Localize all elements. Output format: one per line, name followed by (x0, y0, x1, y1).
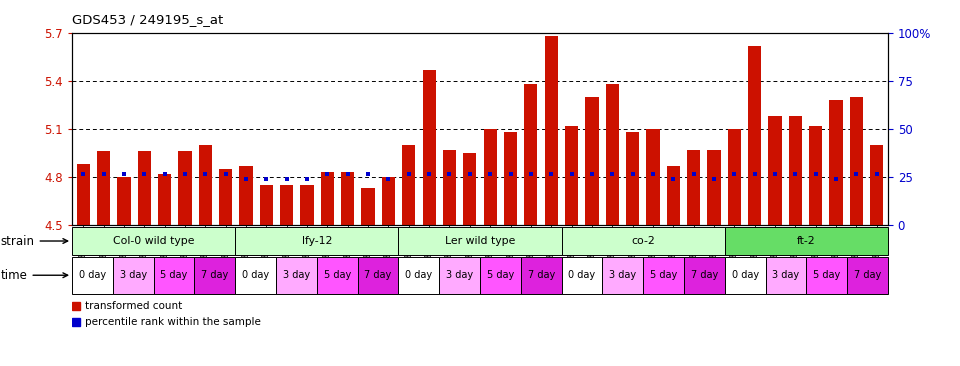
Bar (850, 97, 863, 225)
Bar (280, 185, 294, 225)
Text: 3 day: 3 day (283, 270, 310, 280)
Bar (687, 150, 700, 225)
Bar (382, 177, 396, 225)
Text: 7 day: 7 day (365, 270, 392, 280)
Bar (524, 84, 538, 225)
Bar (440, 257, 480, 294)
Bar (564, 126, 578, 225)
Text: 3 day: 3 day (120, 270, 147, 280)
Bar (402, 145, 416, 225)
Bar (117, 177, 131, 225)
Bar (398, 257, 440, 294)
Bar (480, 257, 521, 294)
Bar (544, 36, 558, 225)
Text: 7 day: 7 day (202, 270, 228, 280)
Bar (870, 145, 883, 225)
Bar (586, 97, 598, 225)
Bar (666, 166, 680, 225)
Text: percentile rank within the sample: percentile rank within the sample (85, 317, 261, 327)
Bar (398, 227, 562, 255)
Bar (725, 257, 766, 294)
Bar (603, 257, 643, 294)
Text: 3 day: 3 day (773, 270, 800, 280)
Bar (643, 257, 684, 294)
Bar (626, 132, 639, 225)
Bar (321, 172, 334, 225)
Bar (809, 126, 823, 225)
Bar (766, 257, 806, 294)
Bar (235, 257, 276, 294)
Bar (684, 257, 725, 294)
Text: 7 day: 7 day (528, 270, 555, 280)
Bar (158, 174, 171, 225)
Text: 7 day: 7 day (691, 270, 718, 280)
Text: co-2: co-2 (632, 236, 655, 246)
Text: ft-2: ft-2 (797, 236, 816, 246)
Text: 3 day: 3 day (446, 270, 473, 280)
Bar (646, 129, 660, 225)
Bar (521, 257, 562, 294)
Bar (768, 116, 781, 225)
Bar (708, 150, 721, 225)
Bar (748, 46, 761, 225)
Bar (848, 257, 888, 294)
Text: strain: strain (1, 235, 67, 247)
Bar (562, 227, 725, 255)
Text: GDS453 / 249195_s_at: GDS453 / 249195_s_at (72, 13, 224, 26)
Bar (504, 132, 517, 225)
Text: Ler wild type: Ler wild type (444, 236, 516, 246)
Bar (362, 188, 374, 225)
Bar (725, 227, 888, 255)
Bar (72, 227, 235, 255)
Bar (443, 150, 456, 225)
Text: 3 day: 3 day (610, 270, 636, 280)
Text: lfy-12: lfy-12 (301, 236, 332, 246)
Text: 0 day: 0 day (242, 270, 269, 280)
Text: 7 day: 7 day (854, 270, 881, 280)
Bar (341, 172, 354, 225)
Text: 5 day: 5 day (160, 270, 187, 280)
Bar (728, 129, 741, 225)
Bar (219, 169, 232, 225)
Text: time: time (1, 269, 67, 282)
Text: 0 day: 0 day (405, 270, 432, 280)
Bar (97, 152, 110, 225)
Bar (179, 152, 192, 225)
Bar (154, 257, 195, 294)
Bar (260, 185, 273, 225)
Bar (317, 257, 357, 294)
Bar (829, 100, 843, 225)
Text: 5 day: 5 day (487, 270, 514, 280)
Text: 5 day: 5 day (324, 270, 350, 280)
Text: 0 day: 0 day (568, 270, 595, 280)
Bar (806, 257, 848, 294)
Bar (422, 70, 436, 225)
Bar (239, 166, 252, 225)
Bar (276, 257, 317, 294)
Bar (789, 116, 802, 225)
Bar (464, 153, 476, 225)
Bar (137, 152, 151, 225)
Bar (235, 227, 398, 255)
Bar (113, 257, 154, 294)
Bar (606, 84, 619, 225)
Bar (199, 145, 212, 225)
Text: 0 day: 0 day (79, 270, 106, 280)
Bar (484, 129, 496, 225)
Text: 0 day: 0 day (732, 270, 758, 280)
Bar (77, 164, 90, 225)
Bar (357, 257, 398, 294)
Bar (300, 185, 314, 225)
Text: 5 day: 5 day (650, 270, 677, 280)
Bar (194, 257, 235, 294)
Bar (562, 257, 603, 294)
Bar (72, 257, 113, 294)
Text: transformed count: transformed count (85, 300, 182, 311)
Text: Col-0 wild type: Col-0 wild type (113, 236, 194, 246)
Text: 5 day: 5 day (813, 270, 840, 280)
